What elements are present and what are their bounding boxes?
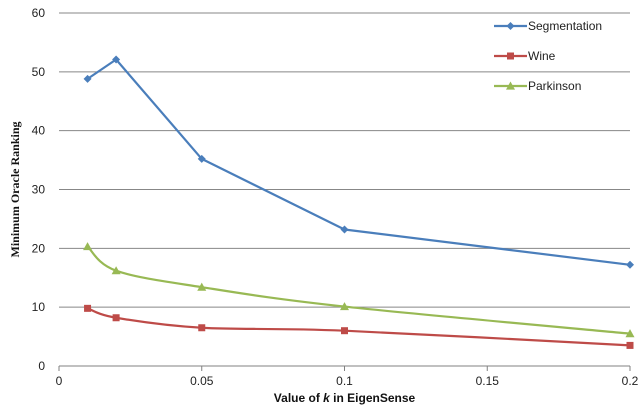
y-tick-label: 0 [38,359,45,373]
wine-point [341,327,348,335]
y-tick-label: 60 [32,6,46,20]
wine-point [198,324,206,332]
legend-item-segmentation: Segmentation [494,19,602,33]
x-axis-ticks: 0 0.05 0.1 0.15 0.2 [56,366,639,388]
y-tick-label: 30 [32,183,46,197]
legend-label-segmentation: Segmentation [528,19,602,33]
y-tick-label: 20 [32,241,46,255]
segmentation-point [626,260,634,269]
legend-marker-wine [507,52,514,60]
legend-label-parkinson: Parkinson [528,79,581,93]
series-wine [84,304,634,349]
y-tick-label: 50 [32,65,46,79]
y-axis-ticks: 0 10 20 30 40 50 60 [32,6,46,373]
parkinson-point [340,302,349,311]
x-tick-label: 0.2 [622,374,639,388]
series-lines [83,55,635,349]
legend-item-parkinson: Parkinson [494,79,581,93]
parkinson-point [197,282,207,291]
segmentation-point [197,154,206,163]
wine-point [112,314,120,322]
series-parkinson [83,242,635,338]
y-tick-label: 10 [32,300,46,314]
legend-label-wine: Wine [528,49,556,63]
y-tick-label: 40 [32,124,46,138]
wine-point [84,304,92,312]
series-line-parkinson [86,245,631,335]
legend-item-wine: Wine [494,49,556,63]
parkinson-point [83,242,93,251]
segmentation-point [83,74,92,83]
x-axis-label: Value of k in EigenSense [274,391,416,405]
parkinson-point [625,329,635,338]
x-tick-label: 0 [56,374,63,388]
legend-marker-parkinson [506,81,515,90]
segmentation-point [112,55,121,64]
segmentation-point [340,225,349,234]
x-tick-label: 0.15 [476,374,500,388]
y-axis-label: Minimum Oracle Ranking [8,121,22,257]
series-segmentation [83,55,634,269]
x-tick-label: 0.05 [190,374,214,388]
grid-lines [59,12,630,308]
parkinson-point [111,266,121,275]
wine-point [626,341,634,349]
legend-marker-segmentation [506,22,515,30]
legend: Segmentation Wine Parkinson [494,19,602,93]
x-tick-label: 0.1 [336,374,353,388]
